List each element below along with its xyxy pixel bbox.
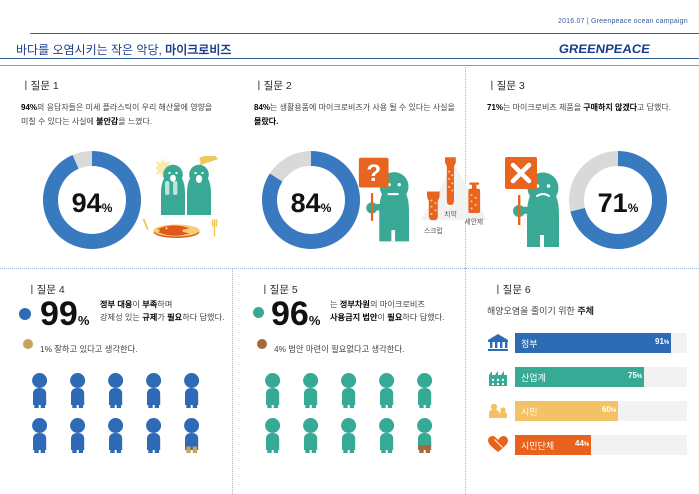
svg-text:치약: 치약 — [444, 210, 456, 219]
svg-text:스크럽: 스크럽 — [424, 226, 443, 235]
svg-text:세안제: 세안제 — [464, 217, 483, 226]
svg-text:?: ? — [366, 160, 381, 187]
